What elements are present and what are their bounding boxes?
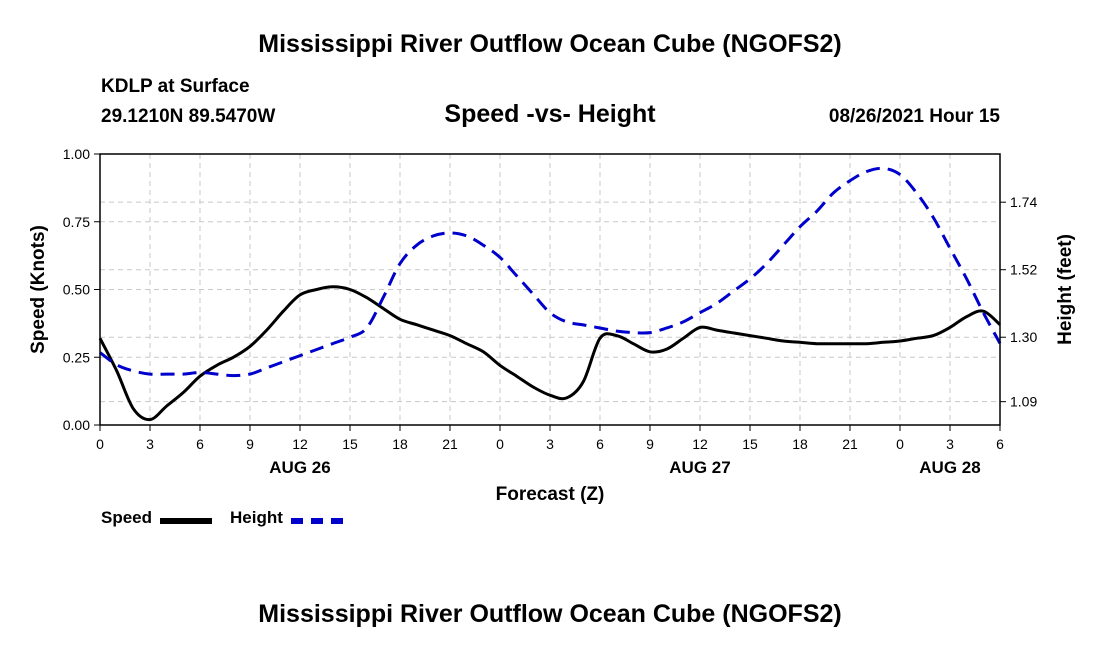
coordinates-label: 29.1210N 89.5470W — [101, 106, 276, 127]
chart-subtitle: Speed -vs- Height — [444, 100, 656, 128]
x-tick-label: 9 — [646, 436, 654, 452]
y-right-tick-label: 1.74 — [1010, 194, 1037, 210]
x-tick-label: 21 — [442, 436, 458, 452]
y-left-tick-label: 0.25 — [63, 349, 90, 365]
x-tick-label: 15 — [342, 436, 358, 452]
y-left-tick-label: 0.50 — [63, 282, 90, 298]
series-layer — [98, 166, 1002, 422]
x-tick-label: 15 — [742, 436, 758, 452]
x-tick-label: 0 — [96, 436, 104, 452]
x-tick-label: 0 — [496, 436, 504, 452]
x-tick-label: 6 — [996, 436, 1004, 452]
x-tick-label: 3 — [146, 436, 154, 452]
y-left-tick-label: 0.00 — [63, 417, 90, 433]
x-tick-label: 9 — [246, 436, 254, 452]
y-right-tick-label: 1.30 — [1010, 329, 1037, 345]
x-tick-label: 12 — [692, 436, 708, 452]
forecast-datetime: 08/26/2021 Hour 15 — [828, 106, 1000, 127]
x-tick-label: 3 — [546, 436, 554, 452]
date-label: AUG 26 — [269, 458, 330, 477]
station-label: KDLP at Surface — [101, 76, 250, 97]
y-left-tick-label: 1.00 — [63, 146, 90, 162]
y-right-tick-label: 1.09 — [1010, 394, 1037, 410]
x-tick-label: 21 — [842, 436, 858, 452]
footer-title: Mississippi River Outflow Ocean Cube (NG… — [258, 600, 842, 628]
series-line-speed — [98, 285, 1001, 422]
grid-layer — [100, 154, 1000, 425]
x-tick-label: 6 — [596, 436, 604, 452]
legend-height-label: Height — [230, 508, 283, 527]
x-tick-label: 12 — [292, 436, 308, 452]
chart-title: Mississippi River Outflow Ocean Cube (NG… — [258, 30, 842, 58]
legend-height-swatch — [291, 518, 343, 524]
x-tick-label: 18 — [792, 436, 808, 452]
y-axis-right-label: Height (feet) — [1055, 234, 1076, 345]
x-tick-label: 6 — [196, 436, 204, 452]
x-tick-label: 0 — [896, 436, 904, 452]
date-label: AUG 28 — [919, 458, 980, 477]
x-tick-label: 3 — [946, 436, 954, 452]
series-line-height — [99, 166, 1002, 378]
y-right-tick-label: 1.52 — [1010, 262, 1037, 278]
legend-speed-label: Speed — [101, 508, 153, 527]
y-left-tick-label: 0.75 — [63, 214, 90, 230]
x-tick-label: 18 — [392, 436, 408, 452]
x-axis-label: Forecast (Z) — [496, 484, 605, 505]
legend-speed-swatch — [160, 518, 212, 524]
axis-layer: 0 3 6 9 12 15 18 21 0 3 6 9 12 15 18 21 0 3 6 0.00 0.25 0.50 0… — [63, 146, 1038, 477]
y-axis-left-label: Speed (Knots) — [28, 225, 49, 354]
date-label: AUG 27 — [669, 458, 730, 477]
